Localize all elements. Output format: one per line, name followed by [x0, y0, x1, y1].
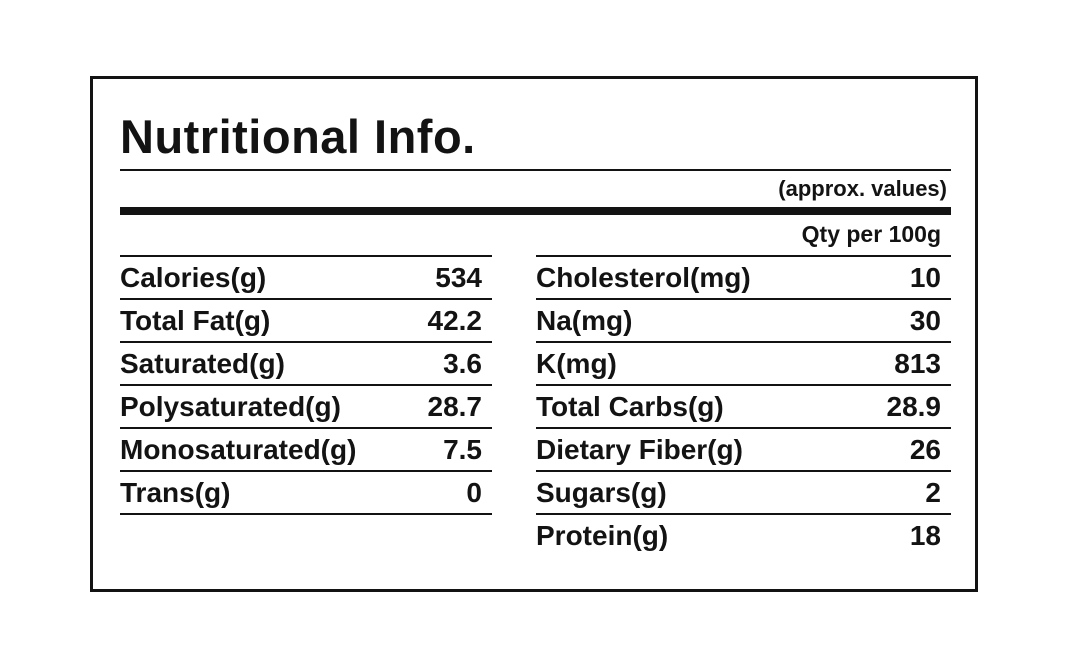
label-title: Nutritional Info. [120, 113, 951, 171]
nutrition-label: Nutritional Info. (approx. values) Qty p… [90, 76, 978, 592]
header-thick-divider [120, 207, 951, 215]
nutrient-value: 18 [909, 519, 941, 551]
nutrient-row-monosaturated: Monosaturated(g) 7.5 [120, 429, 492, 472]
label-content: Nutritional Info. (approx. values) Qty p… [93, 113, 975, 556]
nutrient-value: 534 [435, 261, 482, 293]
nutrient-name: Cholesterol(mg) [536, 261, 751, 293]
right-column: Cholesterol(mg) 10 Na(mg) 30 K(mg) 813 T… [536, 255, 951, 556]
nutrient-name: Monosaturated(g) [120, 433, 357, 465]
nutrient-value: 2 [925, 476, 941, 508]
nutrient-row-sugars: Sugars(g) 2 [536, 472, 951, 515]
nutrient-name: Total Carbs(g) [536, 390, 724, 422]
nutrient-value: 28.9 [886, 390, 942, 422]
qty-per-100g-header: Qty per 100g [801, 221, 941, 247]
nutrient-name: Total Fat(g) [120, 304, 271, 336]
nutrient-row-trans: Trans(g) 0 [120, 472, 492, 515]
nutrient-row-cholesterol: Cholesterol(mg) 10 [536, 257, 951, 300]
nutrient-columns: Calories(g) 534 Total Fat(g) 42.2 Satura… [120, 255, 951, 556]
nutrient-row-calories: Calories(g) 534 [120, 257, 492, 300]
nutrient-row-potassium: K(mg) 813 [536, 343, 951, 386]
nutrient-name: Dietary Fiber(g) [536, 433, 743, 465]
nutrient-value: 42.2 [427, 304, 483, 336]
nutrient-value: 28.7 [427, 390, 483, 422]
nutrient-name: Polysaturated(g) [120, 390, 341, 422]
nutrient-row-protein: Protein(g) 18 [536, 515, 951, 556]
nutrient-name: Saturated(g) [120, 347, 285, 379]
nutrient-row-saturated: Saturated(g) 3.6 [120, 343, 492, 386]
nutrient-name: K(mg) [536, 347, 617, 379]
nutrient-row-total-fat: Total Fat(g) 42.2 [120, 300, 492, 343]
nutrient-value: 7.5 [443, 433, 482, 465]
nutrient-row-sodium: Na(mg) 30 [536, 300, 951, 343]
nutrient-value: 813 [894, 347, 941, 379]
nutrient-name: Na(mg) [536, 304, 633, 336]
nutrient-value: 0 [466, 476, 482, 508]
nutrient-value: 26 [909, 433, 941, 465]
approx-values-note: (approx. values) [778, 176, 947, 201]
nutrient-name: Trans(g) [120, 476, 231, 508]
nutrient-row-total-carbs: Total Carbs(g) 28.9 [536, 386, 951, 429]
nutrient-name: Protein(g) [536, 519, 669, 551]
nutrient-row-polysaturated: Polysaturated(g) 28.7 [120, 386, 492, 429]
nutrient-name: Sugars(g) [536, 476, 667, 508]
nutrient-row-dietary-fiber: Dietary Fiber(g) 26 [536, 429, 951, 472]
left-column: Calories(g) 534 Total Fat(g) 42.2 Satura… [120, 255, 492, 515]
nutrient-value: 3.6 [443, 347, 482, 379]
nutrient-value: 10 [909, 261, 941, 293]
nutrient-value: 30 [909, 304, 941, 336]
nutrient-name: Calories(g) [120, 261, 267, 293]
